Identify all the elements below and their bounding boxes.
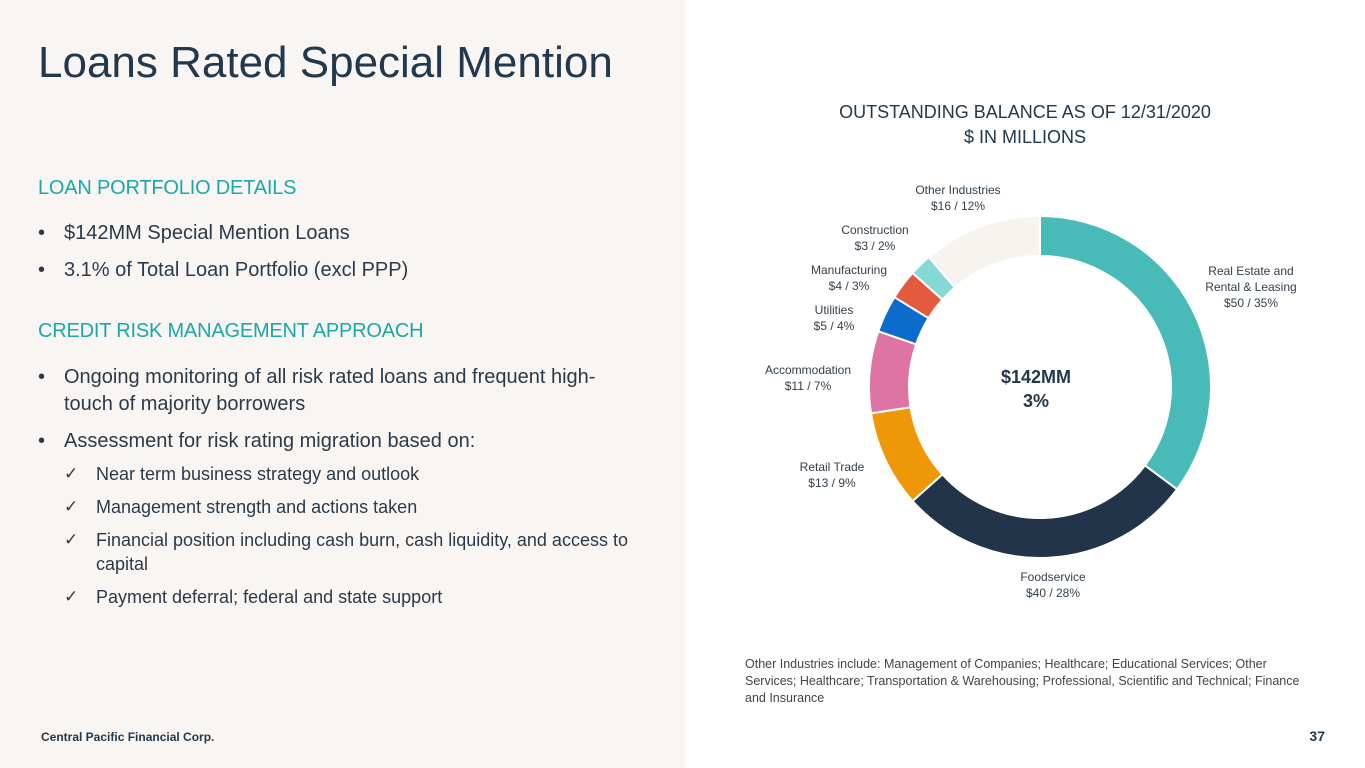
slice-label-line: Foodservice [1020, 570, 1086, 584]
slice-label: Construction $3 / 2% [841, 222, 908, 254]
slice-label: Foodservice $40 / 28% [1020, 569, 1085, 601]
slice-label-line: $40 / 28% [1025, 586, 1081, 600]
checklist-item: ✓ Payment deferral; federal and state sup… [64, 585, 654, 609]
slice-label-line: Accommodation [764, 363, 852, 377]
checklist-text: Financial position including cash burn, … [96, 530, 628, 574]
slice-label-line: $5 / 4% [813, 319, 855, 333]
slice-label-line: $4 / 3% [828, 279, 870, 293]
donut-slice-real-estate-and-rental-leasing [1039, 214, 1212, 491]
slice-label-line: Other Industries [915, 183, 1001, 197]
checklist-item: ✓ Management strength and actions taken [64, 495, 654, 519]
chart-title: OUTSTANDING BALANCE AS OF 12/31/2020 $ I… [800, 100, 1250, 150]
credit-bullet: Ongoing monitoring of all risk rated loa… [38, 364, 618, 418]
slice-label-line: $3 / 2% [854, 239, 896, 253]
checklist: ✓ Near term business strategy and outlook… [64, 462, 654, 618]
center-percent: 3% [1022, 391, 1049, 411]
checkmark-icon: ✓ [64, 587, 79, 606]
checkmark-icon: ✓ [64, 530, 79, 549]
slice-label-line: Utilities [814, 303, 854, 317]
checklist-item: ✓ Near term business strategy and outlook [64, 462, 654, 486]
slice-label-line: Retail Trade [799, 460, 865, 474]
credit-heading: CREDIT RISK MANAGEMENT APPROACH [38, 320, 424, 342]
slice-label: Utilities $5 / 4% [814, 302, 855, 334]
slice-label-line: $11 / 7% [784, 379, 832, 393]
portfolio-bullets: $142MM Special Mention Loans 3.1% of Tot… [38, 220, 658, 294]
slice-label: Accommodation $11 / 7% [765, 362, 851, 394]
slice-label-line: Real Estate and [1208, 264, 1294, 278]
slice-label-line: Construction [841, 223, 909, 237]
donut-slice-other-industries [927, 214, 1041, 289]
credit-bullet: Assessment for risk rating migration bas… [38, 428, 618, 455]
checkmark-icon: ✓ [64, 497, 79, 516]
checklist-text: Near term business strategy and outlook [96, 464, 420, 484]
donut-slice-foodservice [911, 464, 1179, 559]
chart-title-line: OUTSTANDING BALANCE AS OF 12/31/2020 [839, 102, 1211, 122]
donut-center-label: $142MM 3% [986, 365, 1086, 413]
center-total: $142MM [1000, 367, 1072, 387]
slice-label-line: Rental & Leasing [1205, 280, 1297, 294]
slice-label: Other Industries $16 / 12% [915, 182, 1000, 214]
checklist-item: ✓ Financial position including cash burn,… [64, 528, 654, 576]
page-number: 37 [1309, 728, 1325, 744]
donut-slice-accommodation [868, 330, 918, 415]
company-name: Central Pacific Financial Corp. [41, 730, 215, 744]
chart-subtitle-line: $ IN MILLIONS [963, 127, 1087, 147]
slice-label-line: $16 / 12% [930, 199, 986, 213]
slice-label: Manufacturing $4 / 3% [811, 262, 887, 294]
checklist-text: Payment deferral; federal and state supp… [96, 587, 443, 607]
slice-label: Retail Trade $13 / 9% [800, 459, 865, 491]
checkmark-icon: ✓ [64, 464, 79, 483]
page-title: Loans Rated Special Mention [38, 38, 613, 87]
portfolio-bullet: $142MM Special Mention Loans [38, 220, 658, 247]
credit-bullets: Ongoing monitoring of all risk rated loa… [38, 364, 618, 465]
checklist-text: Management strength and actions taken [96, 497, 418, 517]
footnote: Other Industries include: Management of … [745, 657, 1300, 705]
portfolio-bullet: 3.1% of Total Loan Portfolio (excl PPP) [38, 257, 658, 284]
slice-label-line: $13 / 9% [808, 476, 856, 490]
slice-label-line: Manufacturing [810, 263, 888, 277]
slice-label-line: $50 / 35% [1223, 296, 1279, 310]
slice-label: Real Estate and Rental & Leasing $50 / 35% [1205, 263, 1296, 311]
portfolio-heading: LOAN PORTFOLIO DETAILS [38, 177, 297, 199]
